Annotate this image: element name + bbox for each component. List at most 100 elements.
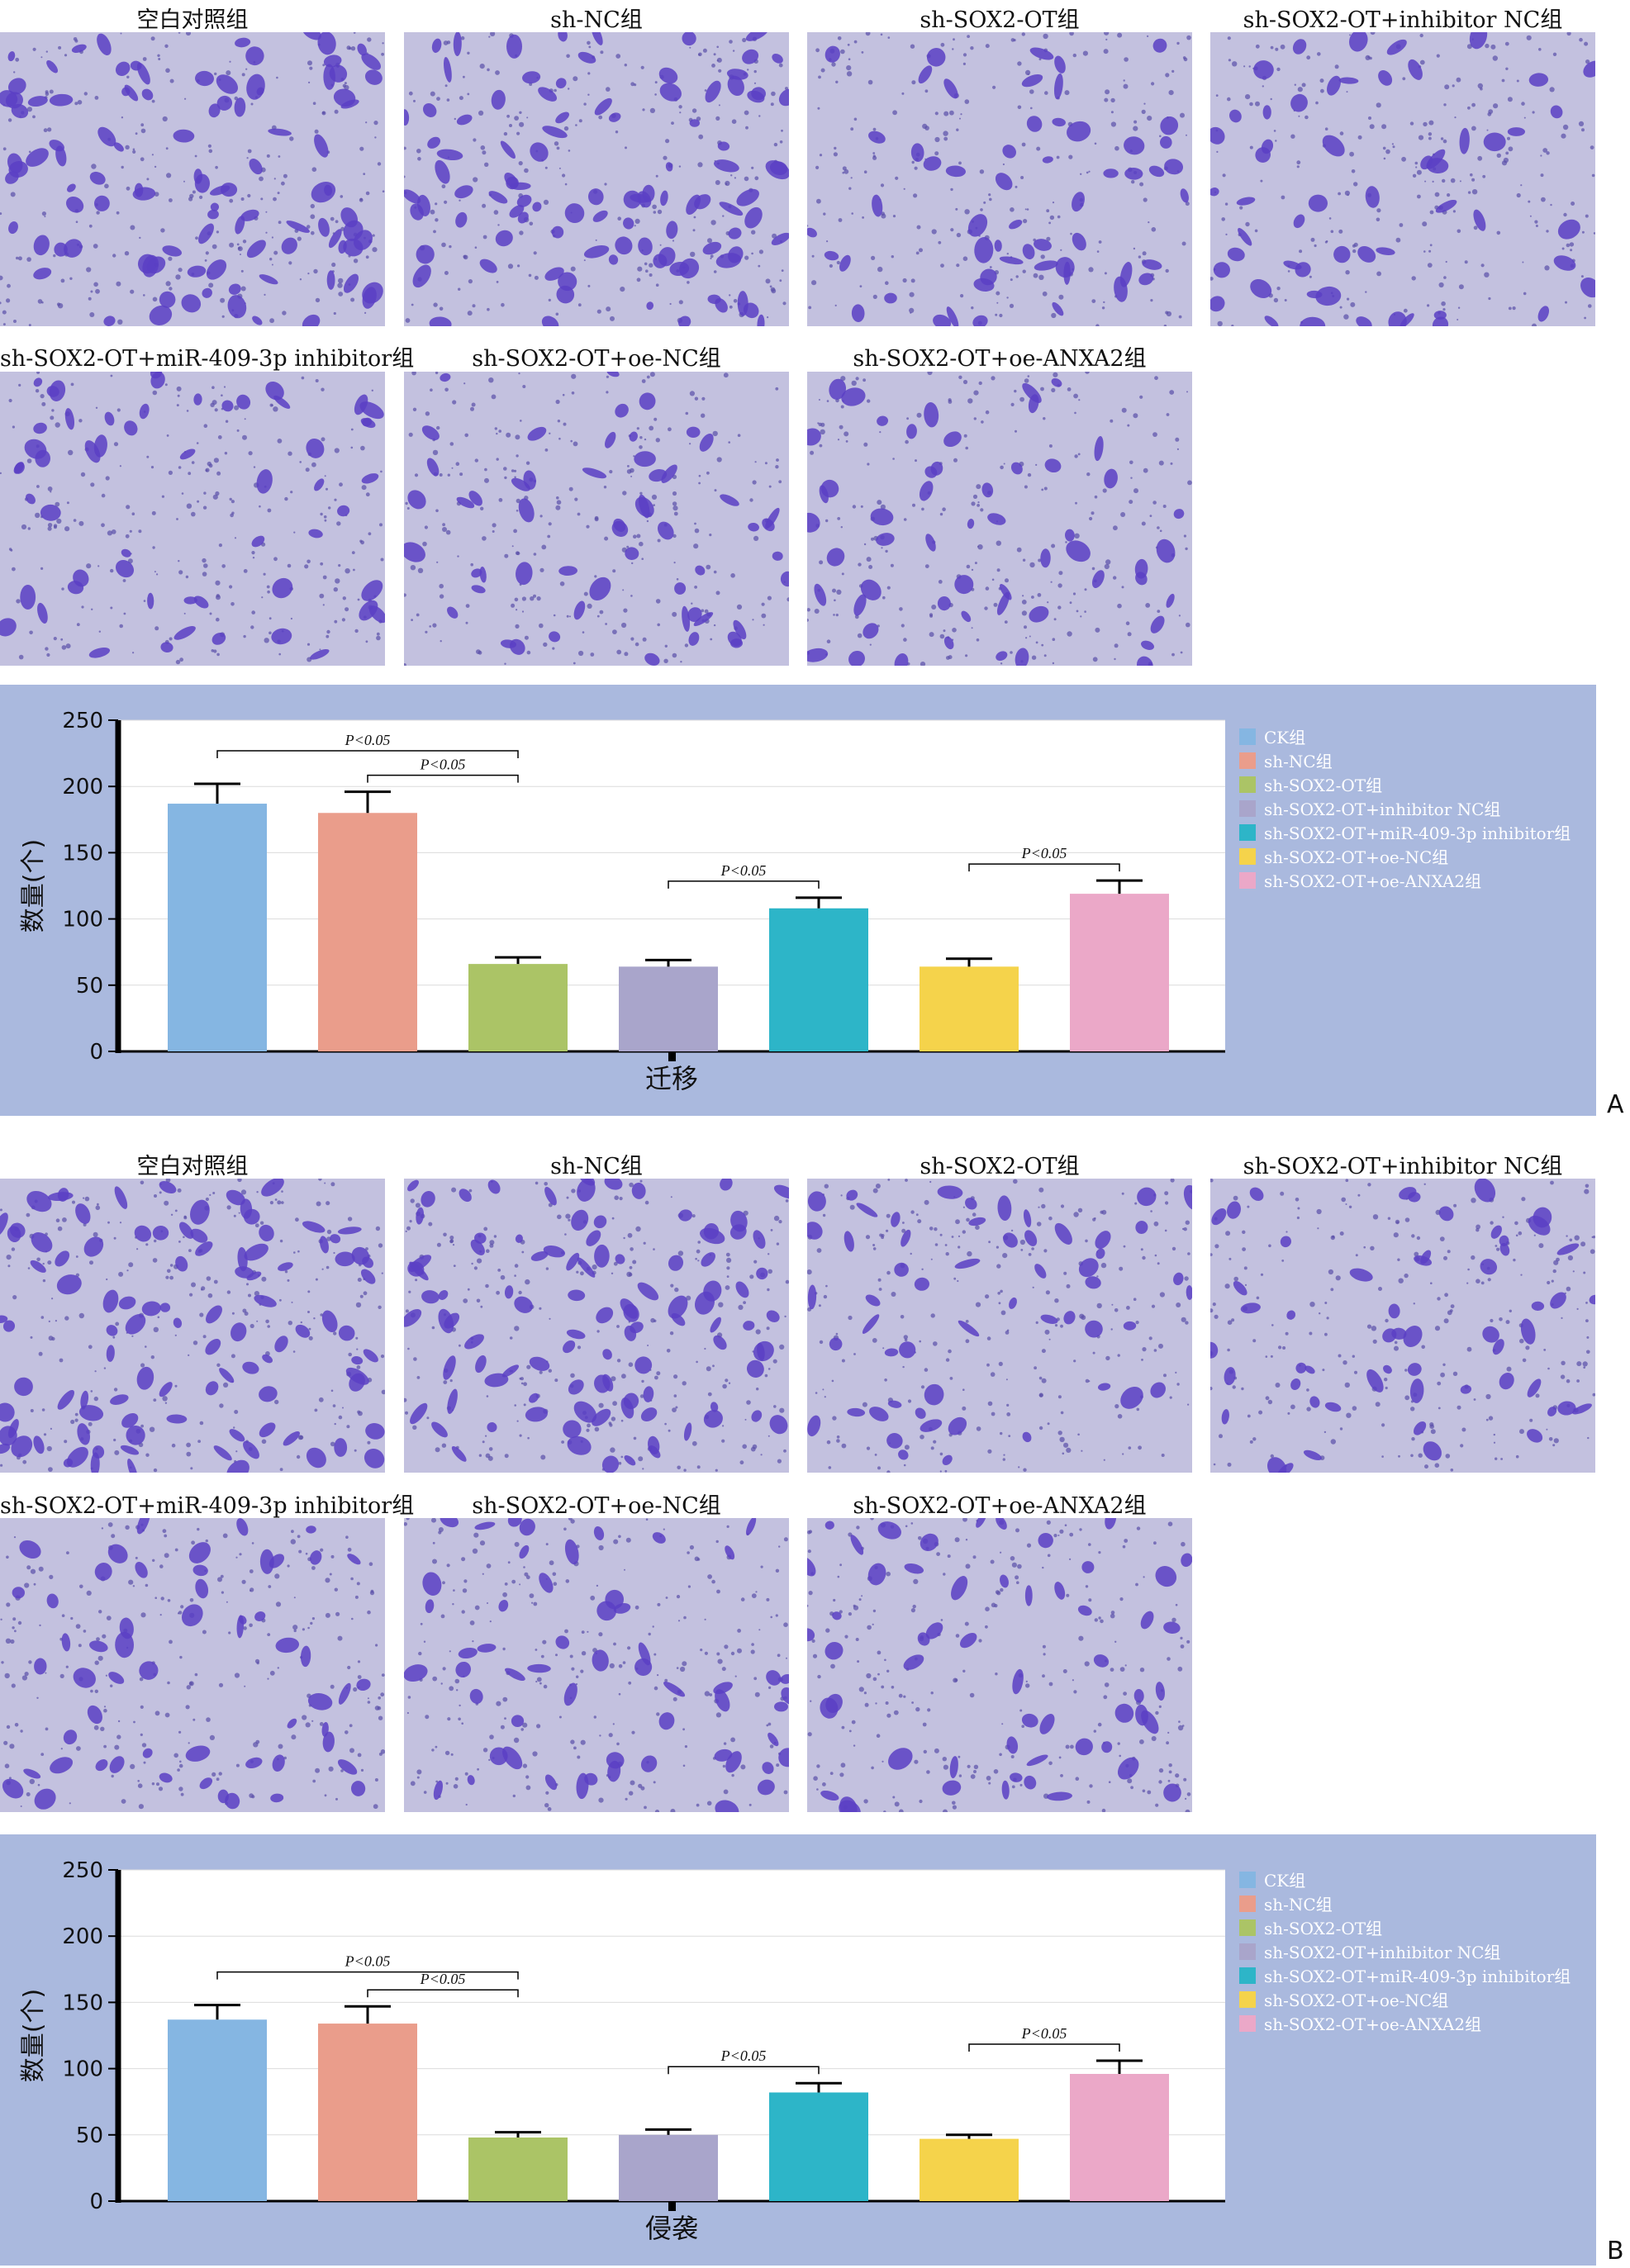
legend-swatch <box>1239 1895 1256 1912</box>
image-label: sh-SOX2-OT+inhibitor NC组 <box>1243 7 1563 33</box>
micrograph-texture <box>404 32 789 326</box>
y-tick-label: 200 <box>62 775 103 799</box>
chart-legend: CK组 sh-NC组 sh-SOX2-OT组 sh-SOX2-OT+inhibi… <box>1239 1867 1571 2035</box>
bar <box>619 2134 718 2201</box>
micrograph-texture <box>404 1179 789 1473</box>
micrograph-texture <box>404 372 789 666</box>
legend-label: sh-SOX2-OT+oe-NC组 <box>1264 1990 1449 2010</box>
y-axis-label: 数量(个) <box>19 1989 48 2082</box>
legend-item: sh-SOX2-OT+oe-ANXA2组 <box>1239 868 1571 892</box>
significance-bracket <box>668 880 820 889</box>
legend-item: sh-SOX2-OT组 <box>1239 772 1571 796</box>
micrograph <box>0 32 385 326</box>
legend-label: CK组 <box>1264 728 1306 747</box>
micrograph <box>1210 32 1595 326</box>
y-tick-label: 250 <box>62 1858 103 1883</box>
legend-item: sh-NC组 <box>1239 1891 1571 1915</box>
x-tick <box>668 2201 676 2211</box>
legend-swatch <box>1239 1990 1256 2008</box>
image-label: sh-SOX2-OT+miR-409-3p inhibitor组 <box>0 1493 415 1519</box>
y-tick-label: 250 <box>62 709 103 733</box>
micrograph <box>404 32 789 326</box>
y-tick-label: 150 <box>62 841 103 866</box>
bar <box>769 2092 868 2201</box>
micrograph <box>807 1179 1192 1473</box>
image-label: sh-SOX2-OT+oe-NC组 <box>472 346 721 372</box>
bar <box>1070 2074 1169 2201</box>
x-axis-label: 迁移 <box>645 1063 698 1094</box>
micrograph <box>807 372 1192 666</box>
chart-legend: CK组 sh-NC组 sh-SOX2-OT组 sh-SOX2-OT+inhibi… <box>1239 724 1571 892</box>
significance-bracket <box>968 2043 1120 2052</box>
significance-label: P<0.05 <box>420 757 466 773</box>
image-label: sh-SOX2-OT+oe-NC组 <box>472 1493 721 1519</box>
y-axis-label: 数量(个) <box>19 839 48 932</box>
micrograph-texture <box>807 1179 1192 1473</box>
bar <box>468 964 568 1051</box>
legend-item: CK组 <box>1239 724 1571 748</box>
chart-svg: 0 50 100 150 200 250 P<0.05 P<0.05 P<0.05 P<0.05 迁… <box>19 709 1225 1094</box>
legend-swatch <box>1239 871 1256 889</box>
micrograph <box>404 372 789 666</box>
image-label: 空白对照组 <box>136 7 249 33</box>
micrograph-texture <box>807 372 1192 666</box>
significance-bracket <box>216 750 519 758</box>
micrograph-texture <box>807 1518 1192 1812</box>
y-tick-label: 100 <box>62 908 103 932</box>
legend-swatch <box>1239 799 1256 817</box>
legend-swatch <box>1239 1967 1256 1984</box>
bar <box>920 2138 1019 2201</box>
significance-label: P<0.05 <box>420 1971 466 1987</box>
invasion-chart: 0 50 100 150 200 250 P<0.05 P<0.05 P<0.05 P<0.05 侵… <box>0 1834 1596 2266</box>
micrograph <box>807 32 1192 326</box>
legend-item: sh-SOX2-OT+oe-NC组 <box>1239 1987 1571 2011</box>
legend-item: sh-SOX2-OT+inhibitor NC组 <box>1239 796 1571 820</box>
bar <box>920 966 1019 1051</box>
legend-item: sh-SOX2-OT+miR-409-3p inhibitor组 <box>1239 1963 1571 1987</box>
legend-swatch <box>1239 823 1256 841</box>
legend-item: sh-SOX2-OT+miR-409-3p inhibitor组 <box>1239 820 1571 844</box>
legend-label: sh-SOX2-OT组 <box>1264 776 1383 795</box>
legend-label: sh-SOX2-OT+inhibitor NC组 <box>1264 799 1501 819</box>
panel-letter: B <box>1607 2237 1624 2266</box>
legend-label: CK组 <box>1264 1871 1306 1891</box>
legend-label: sh-SOX2-OT+oe-ANXA2组 <box>1264 871 1482 891</box>
legend-label: sh-SOX2-OT组 <box>1264 1919 1383 1938</box>
image-label: sh-SOX2-OT+oe-ANXA2组 <box>853 1493 1147 1519</box>
micrograph <box>1210 1179 1595 1473</box>
significance-bracket <box>668 2066 820 2075</box>
panel-letter: A <box>1607 1090 1624 1119</box>
legend-item: sh-SOX2-OT+inhibitor NC组 <box>1239 1939 1571 1963</box>
significance-bracket <box>968 863 1120 872</box>
image-label: sh-SOX2-OT+oe-ANXA2组 <box>853 346 1147 372</box>
legend-label: sh-SOX2-OT+oe-NC组 <box>1264 847 1449 867</box>
image-label: sh-SOX2-OT组 <box>920 7 1080 33</box>
legend-label: sh-NC组 <box>1264 1895 1333 1915</box>
y-tick-label: 0 <box>89 2190 103 2214</box>
x-axis-label: 侵袭 <box>645 2213 698 2244</box>
micrograph-texture <box>0 1179 385 1473</box>
micrograph <box>0 372 385 666</box>
legend-item: sh-SOX2-OT+oe-NC组 <box>1239 844 1571 868</box>
migration-chart: 0 50 100 150 200 250 P<0.05 P<0.05 P<0.05 P<0.05 迁… <box>0 685 1596 1116</box>
image-label: sh-SOX2-OT+miR-409-3p inhibitor组 <box>0 346 415 372</box>
bar <box>619 966 718 1051</box>
y-tick-label: 100 <box>62 2057 103 2082</box>
bar <box>468 2138 568 2201</box>
significance-label: P<0.05 <box>345 1953 391 1970</box>
bar <box>1070 894 1169 1051</box>
legend-label: sh-NC组 <box>1264 752 1333 771</box>
legend-swatch <box>1239 1919 1256 1936</box>
chart-svg: 0 50 100 150 200 250 P<0.05 P<0.05 P<0.05 P<0.05 侵… <box>19 1858 1225 2244</box>
bar <box>168 804 267 1051</box>
image-label: sh-NC组 <box>550 7 643 33</box>
y-tick-label: 150 <box>62 1990 103 2015</box>
x-tick <box>668 1051 676 1061</box>
micrograph-texture <box>1210 32 1595 326</box>
bar <box>769 908 868 1051</box>
image-label: sh-NC组 <box>550 1154 643 1179</box>
legend-swatch <box>1239 2014 1256 2032</box>
legend-label: sh-SOX2-OT+oe-ANXA2组 <box>1264 2014 1482 2034</box>
y-tick-label: 0 <box>89 1040 103 1065</box>
micrograph <box>404 1179 789 1473</box>
